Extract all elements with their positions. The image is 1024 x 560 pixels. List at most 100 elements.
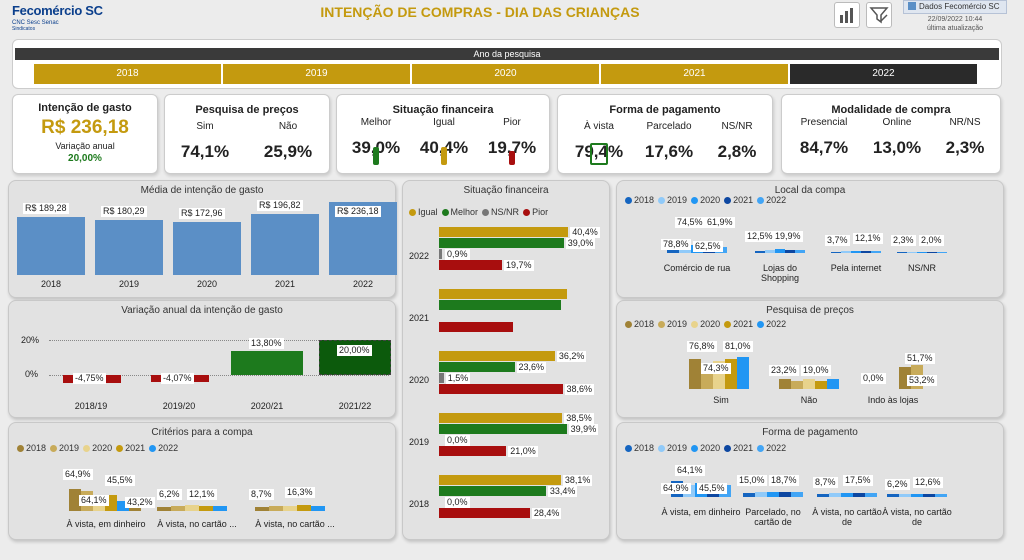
local-bar[interactable]: [851, 251, 861, 253]
forma-bar[interactable]: [767, 492, 779, 497]
year-button-2019[interactable]: 2019: [223, 64, 410, 84]
situacao-bar[interactable]: [439, 260, 503, 270]
legend-item[interactable]: 2020: [687, 443, 720, 453]
criterios-bar[interactable]: [213, 506, 227, 511]
local-bar[interactable]: [861, 251, 871, 253]
local-bar[interactable]: [937, 252, 947, 253]
pesquisa-bar[interactable]: [827, 379, 839, 389]
local-bar[interactable]: [775, 249, 785, 253]
local-bar[interactable]: [831, 252, 841, 253]
criterios-bar[interactable]: [199, 506, 213, 511]
legend-item[interactable]: 2021: [720, 319, 753, 329]
legend-item[interactable]: 2019: [654, 195, 687, 205]
legend-item[interactable]: 2018: [621, 195, 654, 205]
criterios-bar[interactable]: [117, 501, 129, 511]
forma-bar[interactable]: [887, 494, 899, 497]
situacao-bar[interactable]: [439, 300, 561, 310]
forma-bar[interactable]: [853, 493, 865, 497]
situacao-bar[interactable]: [439, 424, 567, 434]
forma-bar[interactable]: [911, 494, 923, 497]
situacao-bar[interactable]: [439, 475, 561, 485]
local-bar[interactable]: [841, 251, 851, 253]
year-button-2022[interactable]: 2022: [790, 64, 977, 84]
legend-item[interactable]: 2022: [753, 443, 786, 453]
pesquisa-bar[interactable]: [791, 381, 803, 389]
criterios-bar[interactable]: [297, 505, 311, 511]
situacao-bar[interactable]: [439, 322, 513, 332]
criterios-bar[interactable]: [255, 507, 269, 511]
media-bar[interactable]: [251, 214, 319, 275]
criterios-bar[interactable]: [157, 507, 171, 511]
media-bar[interactable]: [173, 221, 241, 275]
legend-item[interactable]: 2021: [720, 195, 753, 205]
criterios-bar[interactable]: [171, 506, 185, 511]
legend-item[interactable]: Igual: [405, 207, 438, 217]
local-bar[interactable]: [917, 252, 927, 253]
situacao-bar[interactable]: [439, 486, 546, 496]
legend-item[interactable]: 2021: [112, 443, 145, 453]
pesquisa-bar[interactable]: [815, 381, 827, 389]
pesquisa-bar[interactable]: [803, 379, 815, 389]
situacao-bar[interactable]: [439, 249, 442, 259]
local-bar[interactable]: [907, 252, 917, 253]
criterios-bar[interactable]: [283, 506, 297, 511]
situacao-bar[interactable]: [439, 446, 507, 456]
legend-item[interactable]: Melhor: [438, 207, 478, 217]
media-bar[interactable]: [95, 219, 163, 275]
situacao-bar[interactable]: [439, 384, 563, 394]
forma-bar[interactable]: [779, 492, 791, 497]
local-bar[interactable]: [755, 251, 765, 253]
situacao-bar[interactable]: [439, 227, 569, 237]
year-button-2021[interactable]: 2021: [601, 64, 788, 84]
legend-item[interactable]: 2018: [621, 443, 654, 453]
local-bar[interactable]: [785, 250, 795, 253]
situacao-bar[interactable]: [439, 362, 515, 372]
situacao-bar[interactable]: [439, 508, 530, 518]
forma-bar[interactable]: [817, 494, 829, 497]
legend-item[interactable]: 2019: [46, 443, 79, 453]
situacao-bar[interactable]: [439, 413, 563, 423]
local-bar[interactable]: [871, 251, 881, 253]
forma-bar[interactable]: [755, 492, 767, 497]
pesquisa-bar[interactable]: [689, 359, 701, 389]
pesquisa-bar[interactable]: [779, 379, 791, 389]
legend-item[interactable]: 2019: [654, 319, 687, 329]
criterios-bar[interactable]: [311, 506, 325, 511]
local-bar[interactable]: [927, 252, 937, 253]
legend-item[interactable]: 2018: [13, 443, 46, 453]
variacao-bar[interactable]: [231, 350, 303, 375]
forma-bar[interactable]: [841, 493, 853, 497]
forma-bar[interactable]: [935, 494, 947, 497]
criterios-bar[interactable]: [69, 489, 81, 511]
local-bar[interactable]: [765, 250, 775, 253]
report-icon-button[interactable]: [834, 2, 860, 28]
forma-bar[interactable]: [743, 493, 755, 497]
legend-item[interactable]: 2022: [145, 443, 178, 453]
forma-bar[interactable]: [923, 494, 935, 497]
local-bar[interactable]: [795, 250, 805, 253]
local-bar[interactable]: [897, 252, 907, 253]
legend-item[interactable]: 2020: [687, 195, 720, 205]
pesquisa-bar[interactable]: [737, 357, 749, 389]
forma-bar[interactable]: [829, 493, 841, 497]
criterios-bar[interactable]: [269, 506, 283, 511]
forma-bar[interactable]: [865, 493, 877, 497]
situacao-bar[interactable]: [439, 351, 555, 361]
legend-item[interactable]: 2020: [687, 319, 720, 329]
year-button-2018[interactable]: 2018: [34, 64, 221, 84]
legend-item[interactable]: NS/NR: [478, 207, 519, 217]
legend-item[interactable]: 2022: [753, 195, 786, 205]
forma-bar[interactable]: [899, 494, 911, 497]
legend-item[interactable]: 2018: [621, 319, 654, 329]
legend-item[interactable]: 2021: [720, 443, 753, 453]
situacao-bar[interactable]: [439, 289, 567, 299]
criterios-bar[interactable]: [185, 505, 199, 511]
media-bar[interactable]: [17, 216, 85, 275]
forma-bar[interactable]: [791, 492, 803, 497]
filter-clear-button[interactable]: [866, 2, 892, 28]
year-button-2020[interactable]: 2020: [412, 64, 599, 84]
situacao-bar[interactable]: [439, 238, 564, 248]
legend-item[interactable]: 2022: [753, 319, 786, 329]
legend-item[interactable]: 2019: [654, 443, 687, 453]
situacao-bar[interactable]: [439, 373, 444, 383]
